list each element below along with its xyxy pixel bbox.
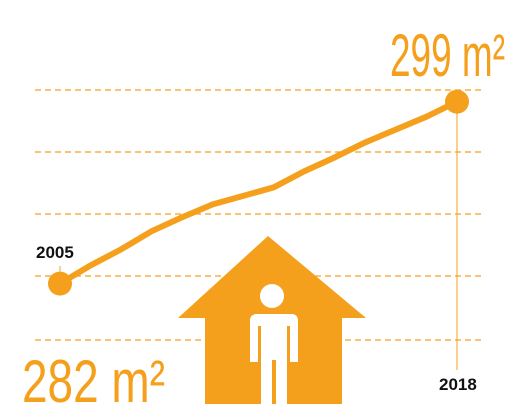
end-point bbox=[445, 89, 469, 114]
house-icon bbox=[178, 236, 366, 404]
data-line bbox=[57, 98, 460, 287]
person-head bbox=[260, 284, 284, 308]
value-label: 282 m² bbox=[22, 348, 165, 404]
year-label: 2005 bbox=[36, 243, 74, 262]
end-point bbox=[48, 271, 72, 296]
year-label: 2018 bbox=[439, 375, 477, 394]
person-body bbox=[250, 314, 298, 404]
value-label: 299 m² bbox=[390, 22, 505, 89]
